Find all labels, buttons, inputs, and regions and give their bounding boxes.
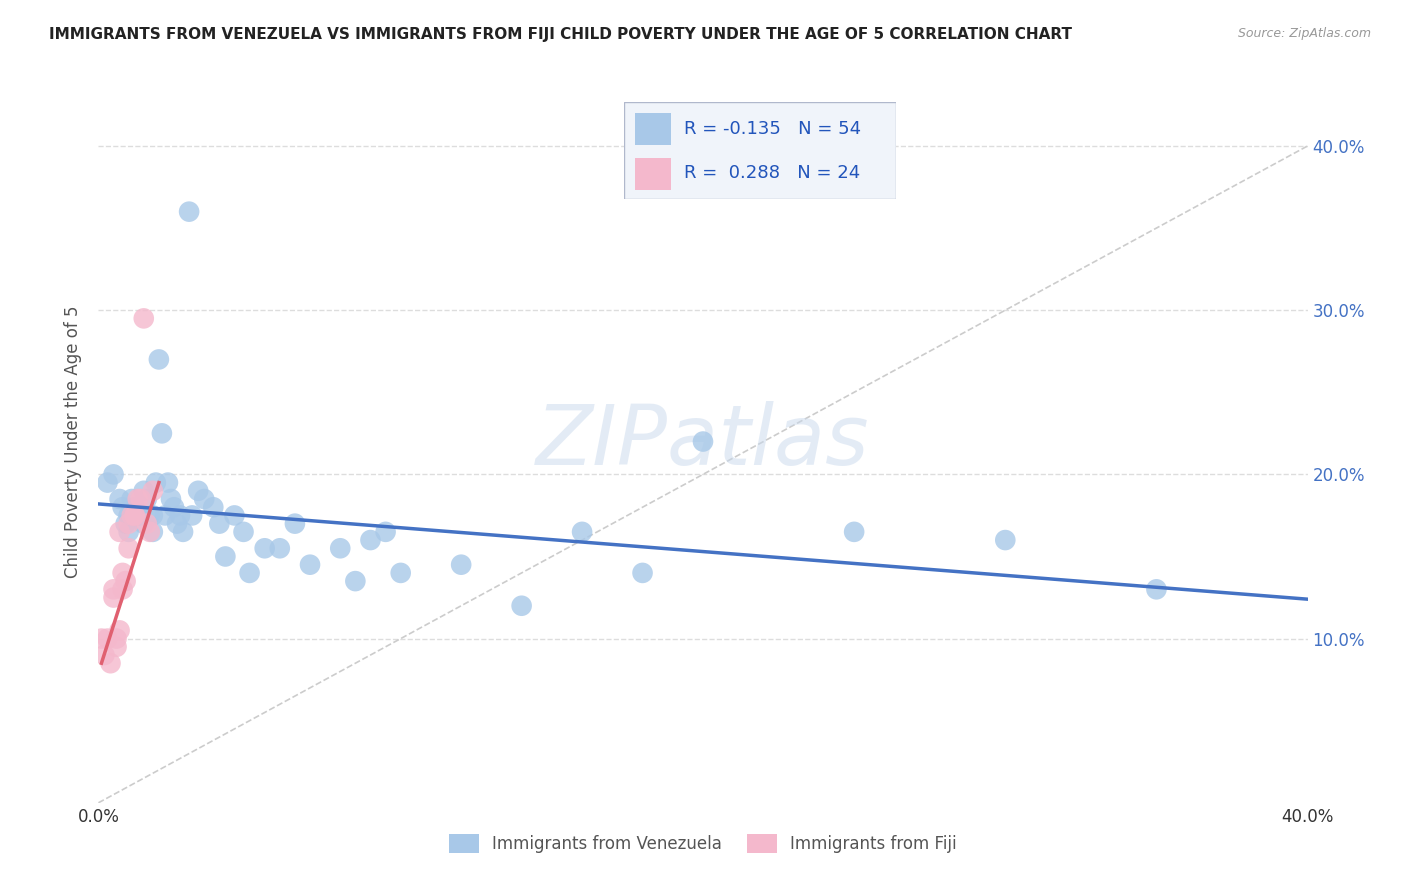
Point: [344, 574, 367, 588]
Point: [994, 533, 1017, 547]
Point: [224, 508, 246, 523]
Point: [114, 516, 136, 531]
Point: [193, 491, 215, 506]
Point: [105, 632, 128, 646]
Point: [148, 352, 170, 367]
Point: [111, 500, 134, 515]
Point: [153, 508, 176, 523]
Text: Source: ZipAtlas.com: Source: ZipAtlas.com: [1237, 27, 1371, 40]
Point: [187, 483, 209, 498]
Point: [145, 475, 167, 490]
Point: [139, 524, 162, 539]
Point: [142, 524, 165, 539]
Point: [163, 500, 186, 515]
Point: [284, 516, 307, 531]
Point: [139, 508, 162, 523]
Point: [127, 491, 149, 506]
Point: [108, 624, 131, 638]
Point: [96, 632, 118, 646]
Point: [150, 426, 173, 441]
Point: [169, 508, 191, 523]
Point: [135, 491, 157, 506]
Text: ZIPatlas: ZIPatlas: [536, 401, 870, 482]
Point: [108, 491, 131, 506]
Y-axis label: Child Poverty Under the Age of 5: Child Poverty Under the Age of 5: [65, 305, 83, 578]
Point: [253, 541, 276, 556]
Point: [571, 524, 593, 539]
Point: [172, 524, 194, 539]
Point: [111, 582, 134, 597]
Point: [103, 467, 125, 482]
Point: [232, 524, 254, 539]
Point: [90, 632, 112, 646]
Point: [103, 591, 125, 605]
Point: [129, 508, 152, 523]
Point: [127, 508, 149, 523]
Point: [135, 516, 157, 531]
Point: [105, 640, 128, 654]
Point: [389, 566, 412, 580]
Legend: Immigrants from Venezuela, Immigrants from Fiji: Immigrants from Venezuela, Immigrants fr…: [443, 827, 963, 860]
Point: [1144, 582, 1167, 597]
Point: [108, 524, 131, 539]
Point: [374, 524, 396, 539]
Point: [124, 508, 146, 523]
Point: [142, 508, 165, 523]
Point: [103, 582, 125, 597]
Point: [132, 483, 155, 498]
Point: [93, 648, 115, 662]
Point: [631, 566, 654, 580]
Point: [118, 508, 141, 523]
Point: [156, 475, 179, 490]
Point: [121, 508, 143, 523]
Point: [299, 558, 322, 572]
Point: [202, 500, 225, 515]
Point: [181, 508, 204, 523]
Point: [118, 541, 141, 556]
Point: [166, 516, 188, 531]
Point: [132, 516, 155, 531]
Point: [132, 311, 155, 326]
Point: [114, 574, 136, 588]
Point: [450, 558, 472, 572]
Point: [129, 491, 152, 506]
Point: [118, 524, 141, 539]
Point: [360, 533, 382, 547]
Point: [208, 516, 231, 531]
Point: [124, 508, 146, 523]
Point: [239, 566, 262, 580]
Point: [118, 516, 141, 531]
Point: [329, 541, 352, 556]
Point: [844, 524, 866, 539]
Point: [179, 204, 201, 219]
Point: [100, 657, 122, 671]
Point: [510, 599, 533, 613]
Text: IMMIGRANTS FROM VENEZUELA VS IMMIGRANTS FROM FIJI CHILD POVERTY UNDER THE AGE OF: IMMIGRANTS FROM VENEZUELA VS IMMIGRANTS …: [49, 27, 1073, 42]
Point: [111, 566, 134, 580]
Point: [160, 491, 183, 506]
Point: [124, 500, 146, 515]
Point: [121, 491, 143, 506]
Point: [142, 483, 165, 498]
Point: [96, 475, 118, 490]
Point: [692, 434, 714, 449]
Point: [269, 541, 291, 556]
Point: [214, 549, 236, 564]
